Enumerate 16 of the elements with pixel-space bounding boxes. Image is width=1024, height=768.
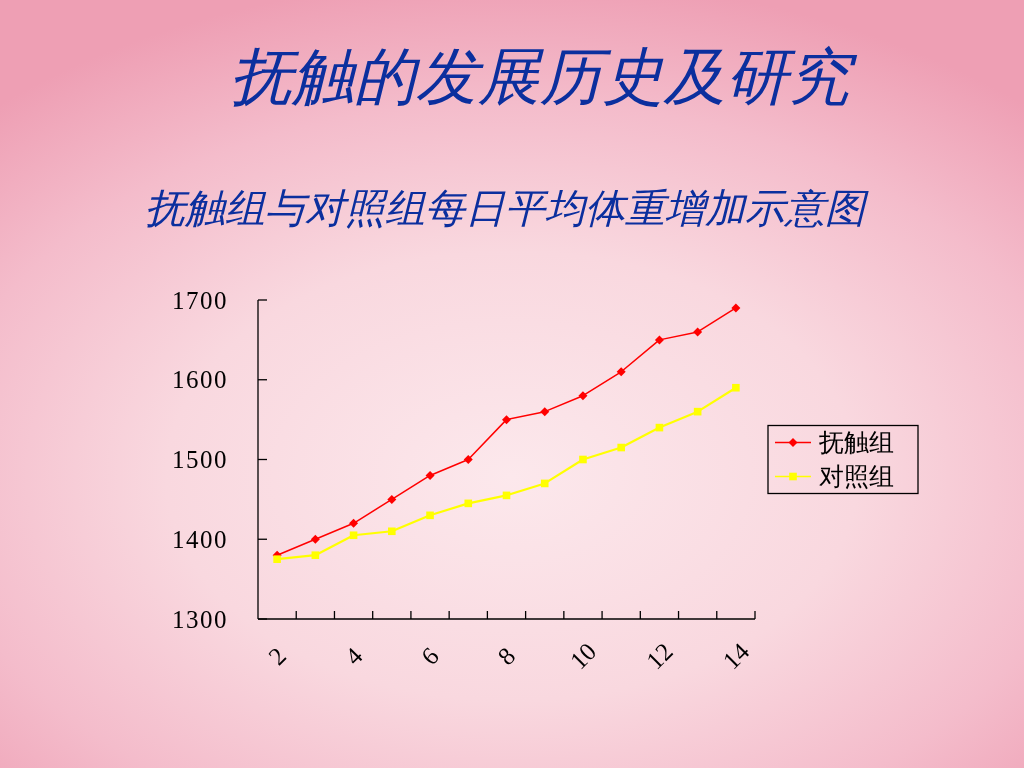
y-tick-label: 1700 [172, 286, 228, 314]
x-tick-label: 12 [641, 637, 678, 675]
x-tick-label: 4 [339, 642, 368, 670]
x-tick-label: 2 [263, 642, 292, 670]
legend-label: 对照组 [819, 463, 894, 490]
y-tick-label: 1400 [172, 525, 228, 553]
y-tick-label: 1500 [172, 446, 228, 473]
legend-label: 抚触组 [819, 429, 894, 456]
subtitle: 抚触组与对照组每日平均体重增加示意图 [141, 186, 879, 232]
y-tick-label: 1600 [172, 366, 228, 394]
title: 抚触的发展历史及研究 [226, 42, 864, 114]
x-tick-label: 10 [564, 637, 602, 675]
x-tick-label: 6 [416, 642, 444, 670]
x-tick-label: 8 [492, 642, 521, 670]
y-tick-label: 1300 [172, 605, 228, 633]
x-tick-label: 14 [717, 637, 755, 675]
